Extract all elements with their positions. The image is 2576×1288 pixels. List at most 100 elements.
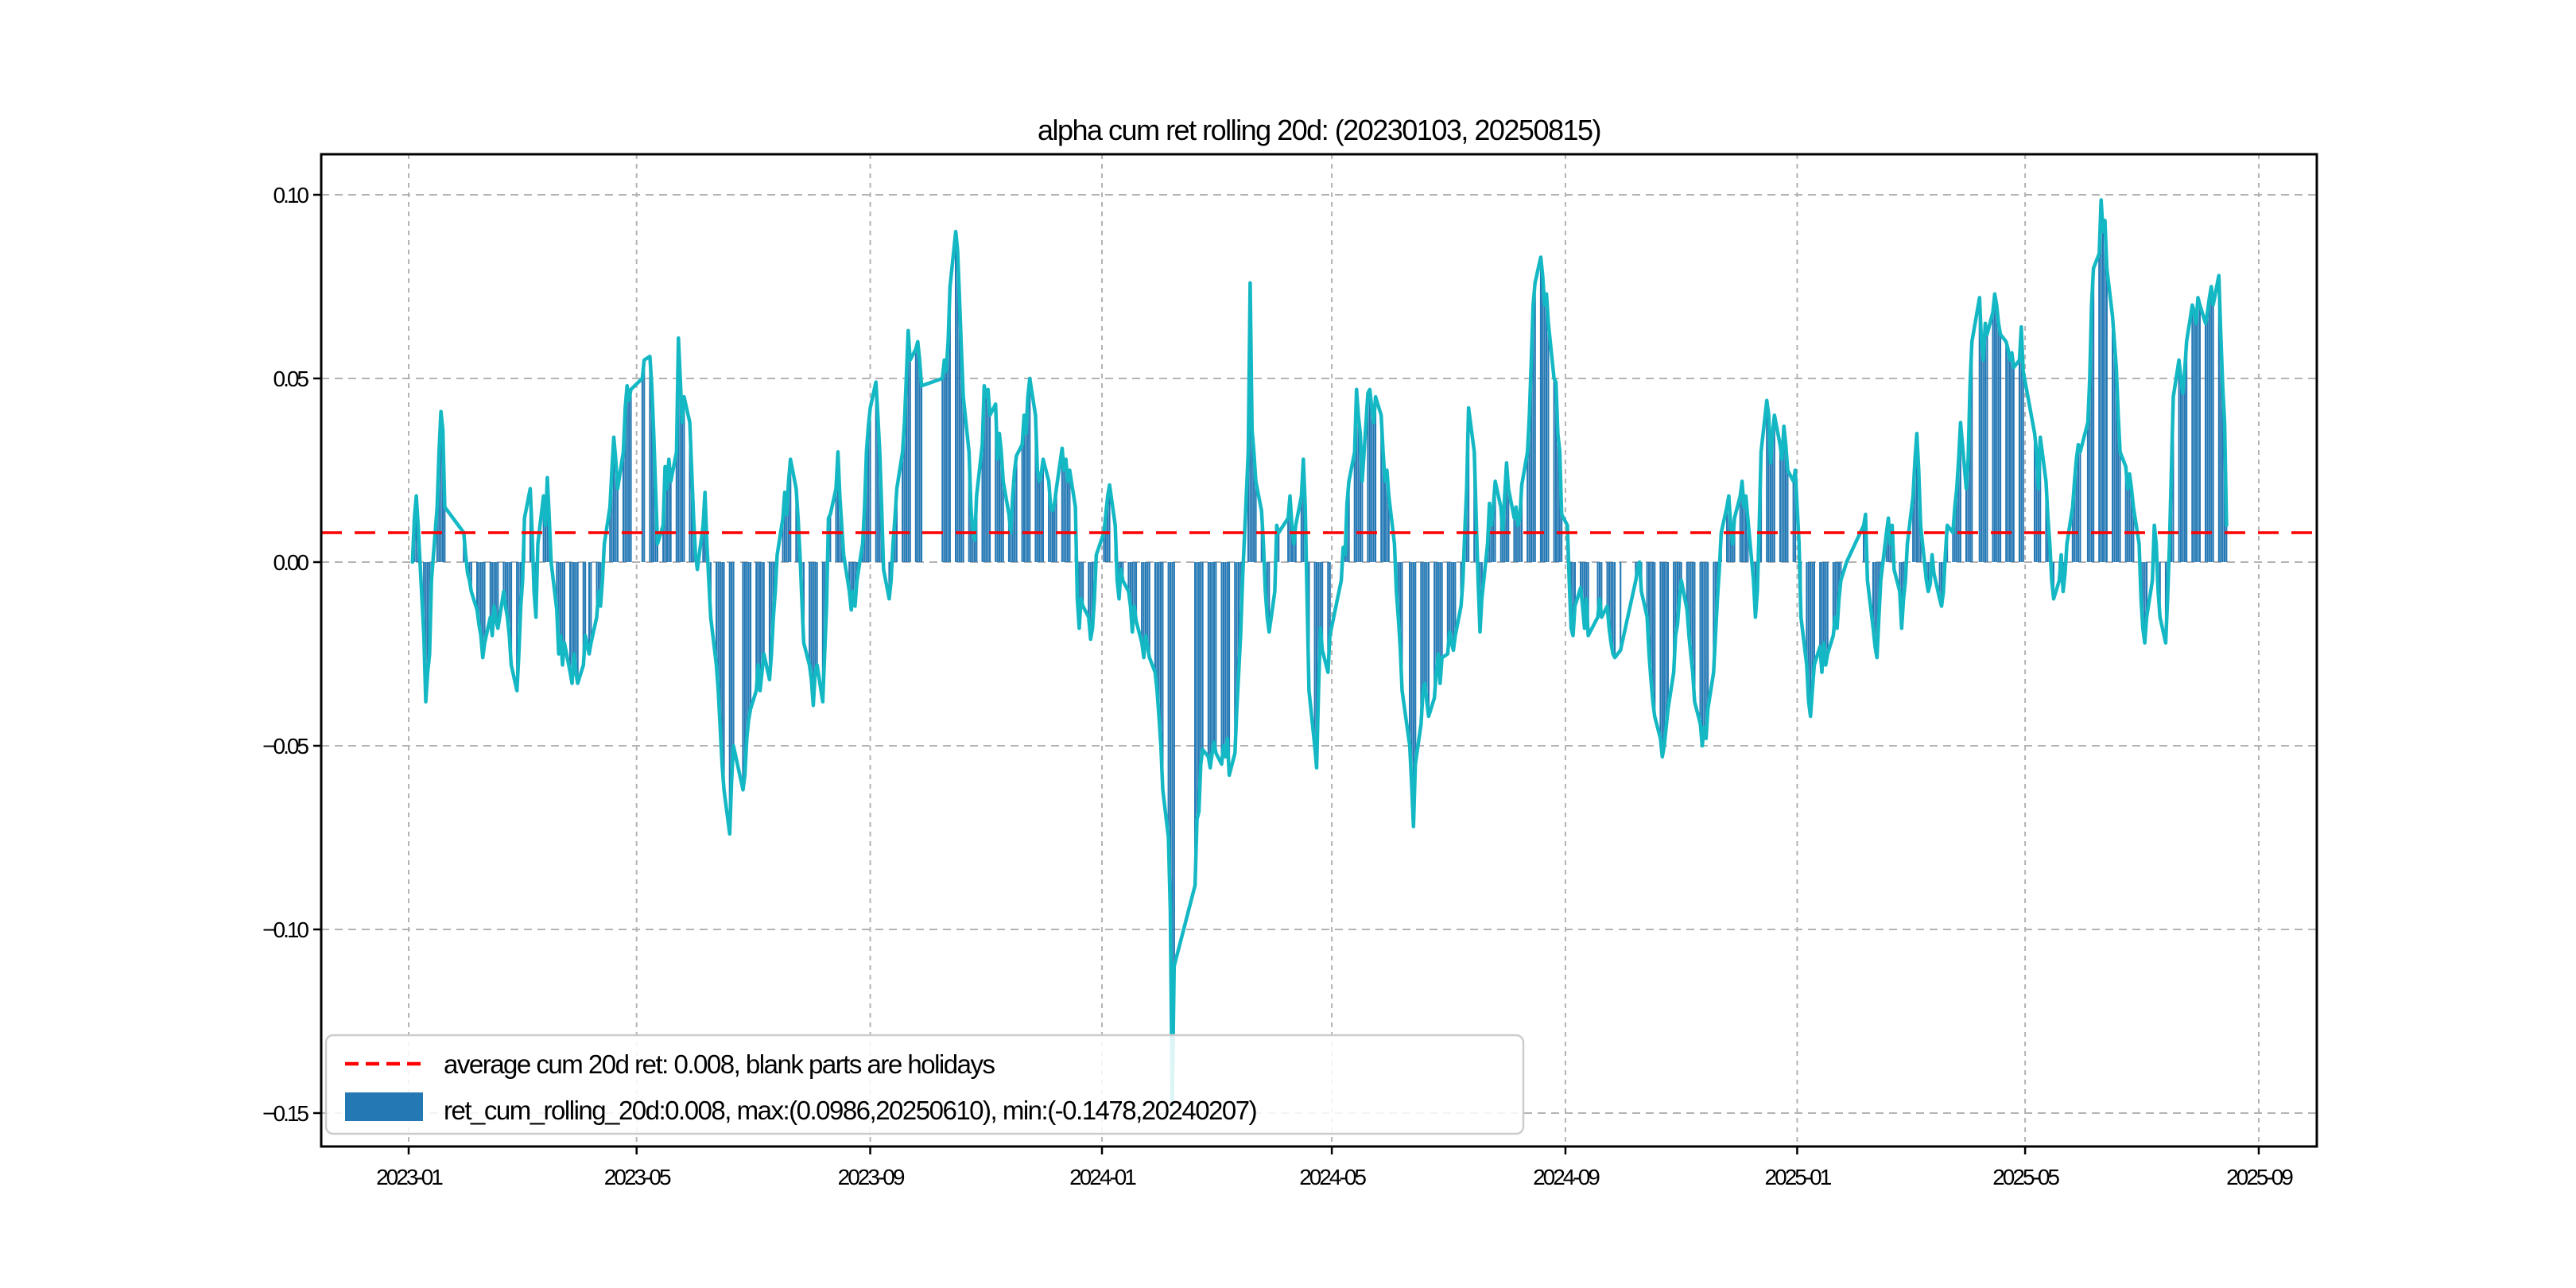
bar [444, 506, 446, 562]
bar [742, 562, 744, 790]
bar [789, 459, 792, 562]
bar [1573, 562, 1576, 607]
bar [1899, 562, 1901, 592]
bar [1767, 415, 1770, 562]
bar [2178, 359, 2180, 562]
bar [675, 452, 677, 562]
bar [1226, 562, 1228, 739]
bar [1889, 543, 1891, 562]
bar [1026, 397, 1029, 562]
bar [2191, 305, 2194, 562]
bar [1785, 444, 1787, 562]
bar [1680, 562, 1682, 581]
bar [1427, 562, 1430, 716]
bar [1063, 470, 1065, 562]
bar [746, 562, 748, 739]
bar [560, 562, 562, 636]
bar [616, 488, 619, 562]
bar [1266, 562, 1268, 618]
bar [1587, 562, 1589, 636]
bar [1480, 562, 1483, 599]
bar [1414, 562, 1417, 765]
bar [1492, 506, 1495, 562]
bar [839, 495, 841, 562]
bar [723, 562, 725, 790]
bar [1527, 452, 1529, 562]
bar [1543, 305, 1546, 562]
x-tick-label: 2023-09 [838, 1165, 905, 1189]
bar [1253, 452, 1255, 562]
bar [1837, 562, 1840, 599]
bar [677, 338, 680, 562]
bar [1300, 495, 1302, 562]
bar [2012, 367, 2015, 562]
bar [956, 250, 959, 562]
bar [1705, 562, 1707, 739]
bar [895, 488, 898, 562]
bar [1914, 459, 1916, 562]
x-tick-label: 2023-05 [604, 1165, 671, 1189]
bar [1410, 562, 1413, 783]
bar [1825, 562, 1827, 665]
bar [1034, 415, 1037, 562]
bar [1104, 514, 1107, 562]
bar [1919, 525, 1922, 562]
bar [731, 562, 733, 783]
bar [1792, 481, 1794, 562]
bar [2117, 415, 2120, 562]
alpha-line [410, 198, 2229, 1108]
bar [468, 562, 471, 581]
bar [1971, 341, 1973, 562]
bar [470, 562, 472, 592]
bar [2074, 481, 2076, 562]
bar [626, 386, 628, 562]
bar [2007, 349, 2009, 562]
bar [1528, 415, 1530, 562]
bar [1329, 562, 1331, 636]
bar [2086, 422, 2089, 562]
x-tick-label: 2025-05 [1992, 1165, 2059, 1189]
bar [2105, 268, 2108, 562]
bar [1449, 562, 1451, 632]
bar [1665, 562, 1667, 727]
bar [1674, 562, 1677, 636]
bar [1088, 562, 1090, 618]
bar [1222, 562, 1224, 746]
bar [1876, 562, 1878, 658]
bar [1539, 257, 1542, 562]
bar [2180, 378, 2182, 562]
bar [590, 562, 592, 643]
bar [1952, 533, 1954, 562]
bar [1982, 359, 1984, 562]
bar [1714, 562, 1717, 636]
bar [1673, 562, 1675, 673]
bar [1412, 562, 1414, 827]
bar [495, 562, 497, 621]
bar [1957, 459, 1960, 562]
bar [2077, 444, 2080, 562]
bar [1598, 562, 1600, 599]
bar [510, 562, 513, 665]
bar [2132, 506, 2135, 562]
bar [2195, 323, 2198, 562]
bar [1327, 562, 1329, 673]
bar [1207, 562, 1209, 757]
bar [1819, 562, 1821, 647]
bar [877, 415, 879, 562]
bar [649, 356, 651, 562]
bar [545, 525, 547, 562]
bar [1154, 562, 1156, 673]
bar [1620, 562, 1622, 650]
bar [588, 562, 590, 654]
bar [1769, 463, 1771, 562]
bar [985, 397, 987, 562]
line-series [410, 198, 2229, 1108]
bar [1119, 562, 1122, 570]
bar [989, 415, 991, 562]
bar [1029, 378, 1031, 562]
bar [1437, 562, 1439, 654]
bar [1025, 433, 1027, 562]
bar [1686, 562, 1688, 611]
bar [750, 562, 752, 709]
bar [1450, 562, 1453, 643]
